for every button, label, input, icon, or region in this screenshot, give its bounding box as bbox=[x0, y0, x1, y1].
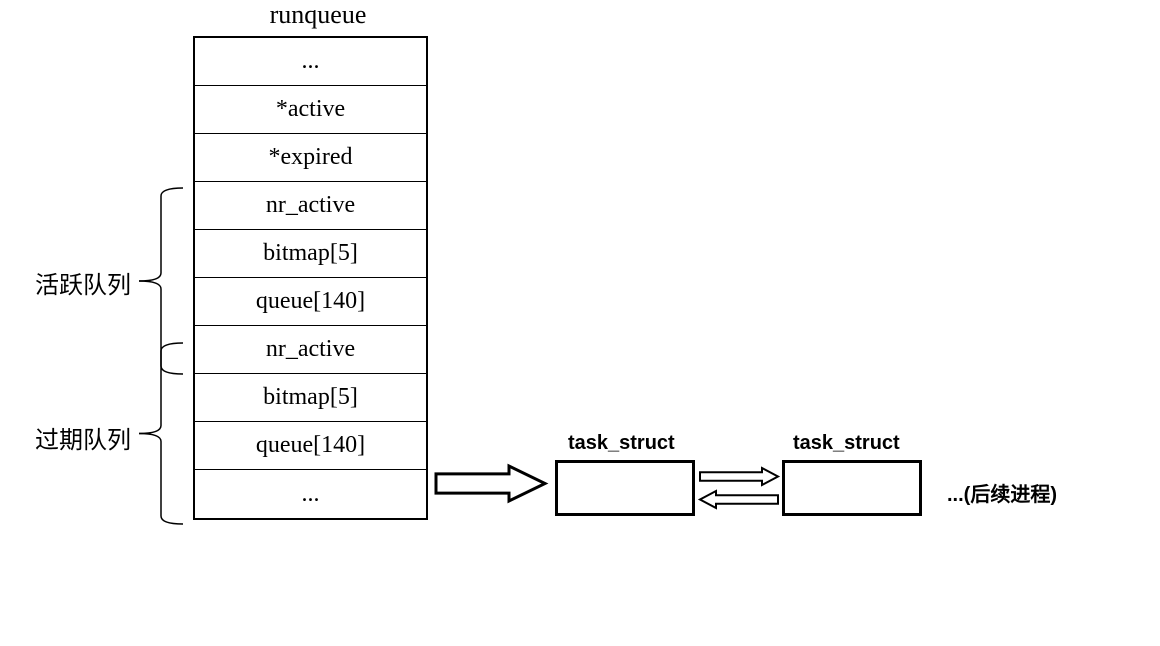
runqueue-cell: bitmap[5] bbox=[195, 230, 426, 278]
trailing-label: ...(后续进程) bbox=[947, 478, 1057, 507]
runqueue-cell: bitmap[5] bbox=[195, 374, 426, 422]
task-struct-label: task_struct bbox=[793, 432, 900, 455]
runqueue-cell: queue[140] bbox=[195, 278, 426, 326]
runqueue-cell: ... bbox=[195, 38, 426, 86]
runqueue-cell: queue[140] bbox=[195, 422, 426, 470]
runqueue-title: runqueue bbox=[258, 0, 378, 30]
runqueue-cell: *active bbox=[195, 86, 426, 134]
runqueue-cell: nr_active bbox=[195, 182, 426, 230]
task-struct-box bbox=[555, 460, 695, 516]
queue-label: 活跃队列 bbox=[35, 265, 131, 300]
arrows-and-braces bbox=[0, 0, 1160, 646]
task-struct-box bbox=[782, 460, 922, 516]
queue-label: 过期队列 bbox=[35, 420, 131, 455]
runqueue-diagram: runqueue ...*active*expirednr_activebitm… bbox=[0, 0, 1160, 646]
runqueue-cell: nr_active bbox=[195, 326, 426, 374]
runqueue-table: ...*active*expirednr_activebitmap[5]queu… bbox=[193, 36, 428, 520]
task-struct-label: task_struct bbox=[568, 432, 675, 455]
runqueue-cell: *expired bbox=[195, 134, 426, 182]
runqueue-cell: ... bbox=[195, 470, 426, 518]
